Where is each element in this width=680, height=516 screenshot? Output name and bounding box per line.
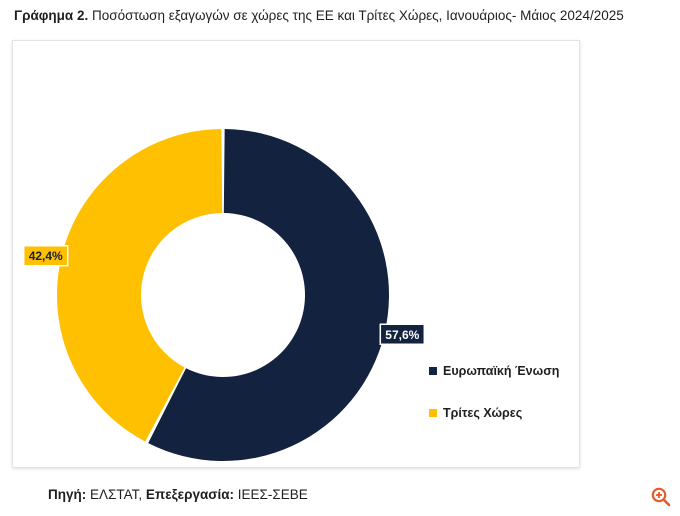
zoom-in-icon: [651, 487, 671, 507]
chart-heading: Γράφημα 2. Ποσόστωση εξαγωγών σε χώρες τ…: [14, 8, 624, 23]
data-label-text-2: 42,4%: [29, 249, 63, 263]
source-note: Πηγή: ΕΛΣΤΑΤ, Επεξεργασία: ΙΕΕΣ-ΣΕΒΕ: [48, 487, 308, 502]
source-value: ΕΛΣΤΑΤ,: [90, 487, 143, 502]
data-label-1: 57,6%: [379, 323, 426, 346]
legend-item-1: Ευρωπαϊκή Ένωση: [429, 364, 559, 378]
legend-label-2: Τρίτες Χώρες: [443, 406, 522, 420]
data-label-box-2: [22, 244, 69, 267]
legend-swatch-1: [429, 367, 437, 375]
chart-panel: 57,6% 42,4% Ευρωπαϊκή Ένωση Τρίτες Χώρες: [12, 40, 580, 468]
zoom-in-button[interactable]: [650, 486, 672, 508]
data-label-2: 42,4%: [22, 244, 69, 267]
processing-value: ΙΕΕΣ-ΣΕΒΕ: [237, 487, 308, 502]
processing-label: Επεξεργασία:: [145, 487, 235, 502]
donut-chart: 57,6% 42,4% Ευρωπαϊκή Ένωση Τρίτες Χώρες: [22, 129, 559, 462]
heading-label: Γράφημα 2.: [14, 8, 89, 23]
heading-text: Ποσόστωση εξαγωγών σε χώρες της ΕΕ και Τ…: [92, 8, 624, 23]
legend-label-1: Ευρωπαϊκή Ένωση: [443, 364, 559, 378]
source-label: Πηγή:: [48, 487, 87, 502]
legend-item-2: Τρίτες Χώρες: [429, 406, 522, 420]
donut-slice-2: [56, 129, 223, 442]
legend-swatch-2: [429, 409, 437, 417]
data-label-text-1: 57,6%: [385, 328, 419, 342]
donut-slice-1: [148, 129, 389, 462]
data-label-box-1: [379, 323, 426, 346]
